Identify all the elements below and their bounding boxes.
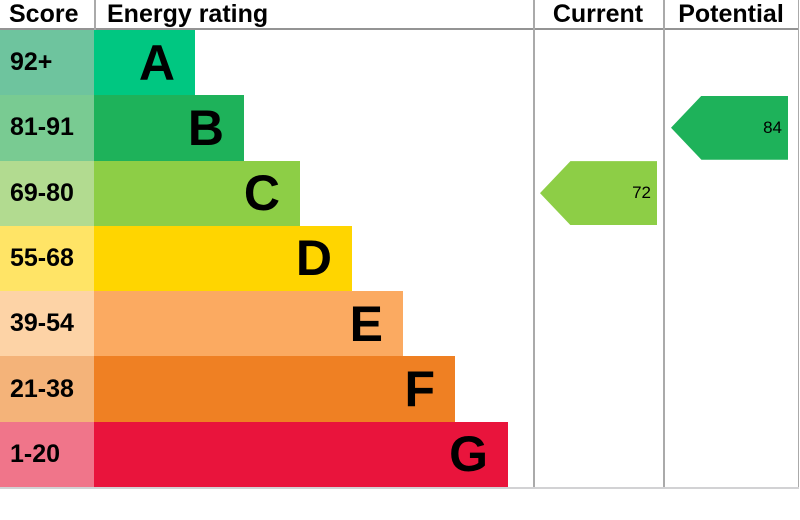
- band-bar: F: [94, 356, 455, 422]
- chart-right-border: [797, 0, 799, 488]
- rating-column-divider: [533, 0, 535, 488]
- band-letter: B: [187, 99, 224, 156]
- band-bar: A: [94, 30, 195, 96]
- band-score-range: 55-68: [0, 225, 94, 292]
- current-column-divider: [663, 0, 665, 488]
- band-row: 81-91 B: [0, 95, 800, 161]
- band-row: 39-54 E: [0, 291, 800, 357]
- band-bar: B: [94, 95, 244, 161]
- band-score-range: 1-20: [0, 421, 94, 487]
- chart-header: Score Energy rating Current Potential: [0, 0, 799, 30]
- potential-column-header: Potential: [678, 0, 784, 28]
- potential-rating-value: 84: [763, 117, 782, 137]
- band-bar: G: [94, 421, 508, 487]
- band-letter: A: [138, 34, 175, 91]
- band-letter: F: [404, 361, 435, 418]
- score-column-divider: [94, 0, 96, 30]
- band-bar: D: [94, 225, 352, 292]
- rating-bands: 92+ A 81-91 B 69-80 C 55-68 D 39-54 E 21…: [0, 30, 800, 487]
- band-bar: C: [94, 160, 300, 226]
- band-letter: G: [449, 426, 488, 483]
- band-score-range: 39-54: [0, 291, 94, 357]
- band-row: 21-38 F: [0, 356, 800, 422]
- band-row: 92+ A: [0, 30, 800, 96]
- band-letter: E: [349, 295, 383, 352]
- band-letter: C: [243, 165, 280, 222]
- band-score-range: 21-38: [0, 356, 94, 422]
- band-row: 55-68 D: [0, 225, 800, 292]
- band-row: 69-80 C: [0, 160, 800, 226]
- chart-bottom-border: [0, 487, 799, 489]
- energy-rating-column-header: Energy rating: [107, 0, 269, 28]
- band-bar: E: [94, 291, 403, 357]
- band-row: 1-20 G: [0, 421, 800, 487]
- current-rating-value: 72: [632, 183, 651, 203]
- score-column-header: Score: [9, 0, 79, 28]
- band-score-range: 69-80: [0, 160, 94, 226]
- band-letter: D: [295, 230, 332, 287]
- band-score-range: 81-91: [0, 95, 94, 161]
- current-column-header: Current: [552, 0, 644, 28]
- band-score-range: 92+: [0, 30, 94, 96]
